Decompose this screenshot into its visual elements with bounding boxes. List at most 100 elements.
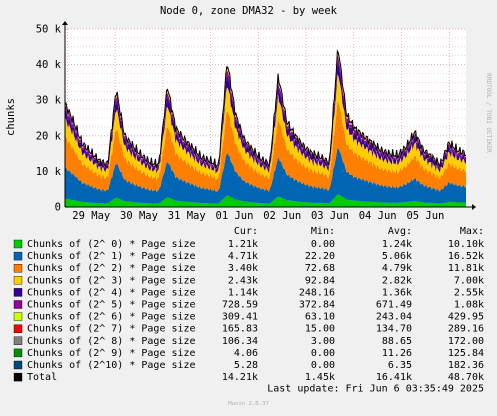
legend-series-name: Chunks of (2^ 5) * Page size — [27, 300, 196, 311]
y-axis-arrow — [62, 21, 68, 25]
y-tick-label: 20 k — [36, 130, 62, 142]
legend-value-cur: 4.71k — [228, 251, 258, 262]
legend-value-avg: 1.36k — [382, 287, 412, 298]
legend-swatch — [13, 264, 23, 273]
legend-value-avg: 243.04 — [376, 312, 412, 323]
area-series-5 — [65, 55, 466, 171]
legend-value-max: 182.36 — [448, 360, 484, 371]
area-series-1 — [65, 147, 466, 204]
x-tick-label: 02 Jun — [263, 210, 301, 222]
legend-value-min: 3.00 — [311, 336, 335, 347]
legend-header: Min: — [311, 226, 335, 237]
y-tick-label: 30 k — [36, 95, 62, 107]
y-tick-label: 0 — [55, 202, 61, 214]
legend-series-name: Chunks of (2^ 0) * Page size — [27, 239, 196, 250]
area-series-3 — [65, 74, 466, 181]
legend-value-min: 63.10 — [305, 312, 335, 323]
legend-value-max: 429.95 — [448, 312, 484, 323]
legend-value-min: 372.84 — [299, 300, 335, 311]
legend-value-max: 16.52k — [448, 251, 484, 262]
legend-series-name: Chunks of (2^ 1) * Page size — [27, 251, 196, 262]
legend-value-min: 15.00 — [305, 324, 335, 335]
legend-series-name: Chunks of (2^ 9) * Page size — [27, 348, 196, 359]
legend-series-name: Chunks of (2^10) * Page size — [27, 360, 196, 371]
legend-value-avg: 1.24k — [382, 239, 412, 250]
legend-value-min: 1.45k — [305, 372, 335, 383]
rrdtool-watermark: RRDTOOL / TOBI OETIKER — [485, 73, 492, 153]
legend-value-cur: 14.21k — [222, 372, 258, 383]
x-tick-label: 04 Jun — [359, 210, 397, 222]
legend-swatch — [13, 288, 23, 297]
legend-value-min: 22.20 — [305, 251, 335, 262]
legend-value-cur: 165.83 — [222, 324, 258, 335]
legend-swatch — [13, 312, 23, 321]
legend-value-cur: 309.41 — [222, 312, 258, 323]
x-tick-label: 31 May — [168, 210, 206, 222]
tick-labels: 0 10 k 20 k 30 k 40 k 50 k 29 May 30 May 31 May 0… — [36, 24, 445, 223]
legend-header: Avg: — [388, 226, 412, 237]
area-series-4 — [65, 61, 466, 174]
legend-value-avg: 6.35 — [388, 360, 412, 371]
x-tick-label: 05 Jun — [406, 210, 444, 222]
munin-footer: Munin 2.0.37 — [228, 401, 268, 407]
legend-swatch — [13, 336, 23, 345]
x-tick-label: 01 Jun — [216, 210, 254, 222]
legend-value-max: 1.08k — [454, 300, 484, 311]
total-line — [64, 49, 467, 169]
legend-swatch — [13, 372, 23, 382]
x-tick-label: 29 May — [72, 210, 110, 222]
legend-value-cur: 5.28 — [234, 360, 258, 371]
legend-value-min: 0.00 — [311, 239, 335, 250]
y-tick-label: 40 k — [36, 59, 62, 71]
legend-swatch — [13, 239, 23, 249]
legend-value-avg: 2.82k — [382, 275, 412, 286]
legend-value-cur: 1.21k — [228, 239, 258, 250]
chart-title: Node 0, zone DMA32 - by week — [160, 5, 338, 17]
legend-value-max: 125.84 — [448, 348, 484, 359]
legend-swatch — [13, 300, 23, 309]
legend: Cur: Min: Avg: Max: Chunks of (2^ 0) * Page … — [13, 226, 484, 395]
legend-value-cur: 1.14k — [228, 287, 258, 298]
stacked-areas — [64, 49, 467, 207]
legend-series-name: Chunks of (2^ 6) * Page size — [27, 312, 196, 323]
legend-value-max: 48.70k — [448, 372, 484, 383]
legend-value-max: 172.00 — [448, 336, 484, 347]
legend-value-cur: 4.06 — [234, 348, 258, 359]
x-axis-arrow — [472, 204, 476, 210]
legend-series-name: Chunks of (2^ 7) * Page size — [27, 324, 196, 335]
legend-value-min: 0.00 — [311, 360, 335, 371]
legend-value-min: 0.00 — [311, 348, 335, 359]
legend-swatch — [13, 324, 23, 333]
legend-value-min: 248.16 — [299, 287, 335, 298]
legend-value-cur: 2.43k — [228, 275, 258, 286]
legend-header: Max: — [460, 226, 484, 237]
axes — [62, 21, 476, 210]
legend-series-name: Chunks of (2^ 3) * Page size — [27, 275, 196, 286]
y-tick-label: 10 k — [36, 166, 62, 178]
legend-series-name: Total — [27, 372, 57, 383]
legend-swatch — [13, 276, 23, 285]
legend-value-avg: 88.65 — [382, 336, 412, 347]
legend-swatch — [13, 360, 23, 370]
legend-value-avg: 4.79k — [382, 263, 412, 274]
legend-value-avg: 671.49 — [376, 300, 412, 311]
legend-series-name: Chunks of (2^ 4) * Page size — [27, 287, 196, 298]
legend-value-cur: 728.59 — [222, 300, 258, 311]
legend-value-max: 7.00k — [454, 275, 484, 286]
legend-value-max: 289.16 — [448, 324, 484, 335]
legend-value-cur: 3.40k — [228, 263, 258, 274]
area-series-2 — [65, 100, 466, 193]
legend-swatch — [13, 251, 23, 261]
legend-value-max: 10.10k — [448, 239, 484, 250]
legend-series-name: Chunks of (2^ 2) * Page size — [27, 263, 196, 274]
legend-value-avg: 134.70 — [376, 324, 412, 335]
y-axis-label: chunks — [5, 98, 17, 136]
legend-swatch — [13, 348, 23, 358]
legend-value-max: 2.55k — [454, 287, 484, 298]
y-tick-label: 50 k — [36, 24, 62, 36]
area-series-0 — [65, 194, 466, 207]
legend-value-min: 92.84 — [305, 275, 335, 286]
x-tick-label: 30 May — [120, 210, 158, 222]
legend-value-avg: 11.26 — [382, 348, 412, 359]
